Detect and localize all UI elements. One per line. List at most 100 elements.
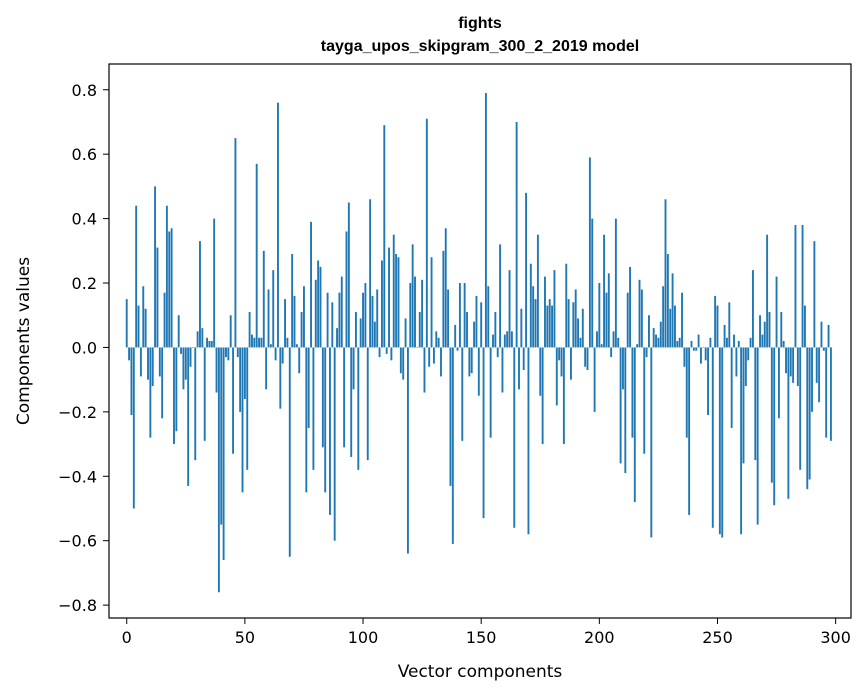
- bar: [173, 347, 175, 445]
- bar: [721, 347, 724, 538]
- bar: [503, 334, 506, 348]
- bar: [749, 337, 752, 348]
- bar: [681, 292, 683, 348]
- bar: [792, 347, 795, 383]
- bar: [163, 292, 166, 348]
- bar: [399, 347, 402, 374]
- bar: [551, 305, 554, 348]
- bar: [747, 347, 750, 361]
- bar: [733, 334, 735, 348]
- bar: [449, 347, 452, 486]
- bar: [307, 347, 310, 428]
- bar: [723, 324, 726, 348]
- bar: [130, 347, 133, 416]
- bar: [704, 347, 707, 361]
- bar: [546, 305, 549, 348]
- bar: [418, 312, 421, 348]
- bar: [650, 347, 653, 538]
- bar: [428, 347, 431, 367]
- bar: [232, 347, 235, 454]
- bar: [633, 347, 636, 503]
- bar: [213, 218, 216, 348]
- bar: [170, 228, 173, 348]
- bar: [794, 225, 797, 348]
- bar: [759, 315, 761, 348]
- bar: [156, 247, 159, 348]
- bar: [489, 347, 492, 438]
- bar: [144, 308, 147, 348]
- bar: [527, 347, 530, 535]
- bar: [640, 289, 643, 348]
- bar: [378, 347, 381, 358]
- bar: [822, 347, 825, 351]
- y-tick-label: 0.6: [72, 145, 97, 164]
- bar: [669, 308, 672, 348]
- bar: [447, 289, 450, 348]
- bar: [584, 347, 587, 367]
- bar: [678, 337, 681, 348]
- x-tick-label: 100: [348, 628, 379, 647]
- bar: [763, 321, 766, 348]
- bar: [395, 254, 398, 348]
- bar: [220, 347, 223, 525]
- bar: [295, 344, 298, 348]
- bar: [435, 331, 438, 348]
- bar: [555, 347, 558, 406]
- bar: [610, 347, 613, 358]
- bar: [588, 157, 591, 348]
- bar: [189, 347, 192, 367]
- bar: [201, 328, 204, 348]
- bar: [165, 205, 168, 348]
- bar: [241, 347, 244, 493]
- y-tick-label: 0.8: [72, 81, 97, 100]
- bar: [411, 244, 414, 348]
- chart-title: fights: [458, 15, 502, 32]
- bar: [655, 334, 657, 348]
- bar: [700, 347, 702, 364]
- bar: [707, 347, 709, 416]
- bar: [565, 263, 568, 348]
- bar: [333, 347, 336, 541]
- bar: [284, 299, 286, 348]
- bar: [799, 347, 802, 470]
- bar: [444, 228, 447, 348]
- bar: [390, 347, 393, 361]
- bar: [199, 241, 201, 348]
- bar: [652, 328, 655, 348]
- bar: [501, 347, 504, 393]
- bar: [366, 347, 369, 461]
- bar: [657, 337, 660, 348]
- bar: [702, 347, 705, 348]
- bar: [274, 347, 277, 361]
- bar: [206, 337, 209, 348]
- bar: [362, 292, 364, 348]
- bar: [350, 347, 353, 457]
- bar: [629, 266, 631, 348]
- bar: [605, 292, 608, 348]
- y-tick-label: 0.4: [72, 210, 97, 229]
- bar: [513, 347, 516, 528]
- bar: [458, 283, 461, 348]
- bar: [603, 234, 606, 348]
- bar: [288, 347, 291, 557]
- y-tick-label: 0.2: [72, 274, 97, 293]
- bar: [248, 312, 251, 348]
- bar: [770, 347, 773, 483]
- bar: [151, 347, 154, 387]
- bar: [789, 347, 792, 377]
- x-axis: 0 50 100 150 200 250 300: [122, 618, 851, 647]
- bar: [137, 305, 140, 348]
- bar: [194, 347, 197, 461]
- bar: [267, 289, 270, 348]
- bar: [409, 283, 412, 348]
- bar: [536, 234, 539, 348]
- bar: [525, 192, 528, 348]
- bar: [253, 337, 256, 348]
- bar: [827, 324, 830, 348]
- bar: [638, 279, 641, 348]
- bar: [506, 331, 509, 348]
- bar: [414, 276, 416, 348]
- bar: [312, 347, 315, 470]
- bar: [421, 279, 424, 348]
- x-axis-label: Vector components: [398, 662, 563, 682]
